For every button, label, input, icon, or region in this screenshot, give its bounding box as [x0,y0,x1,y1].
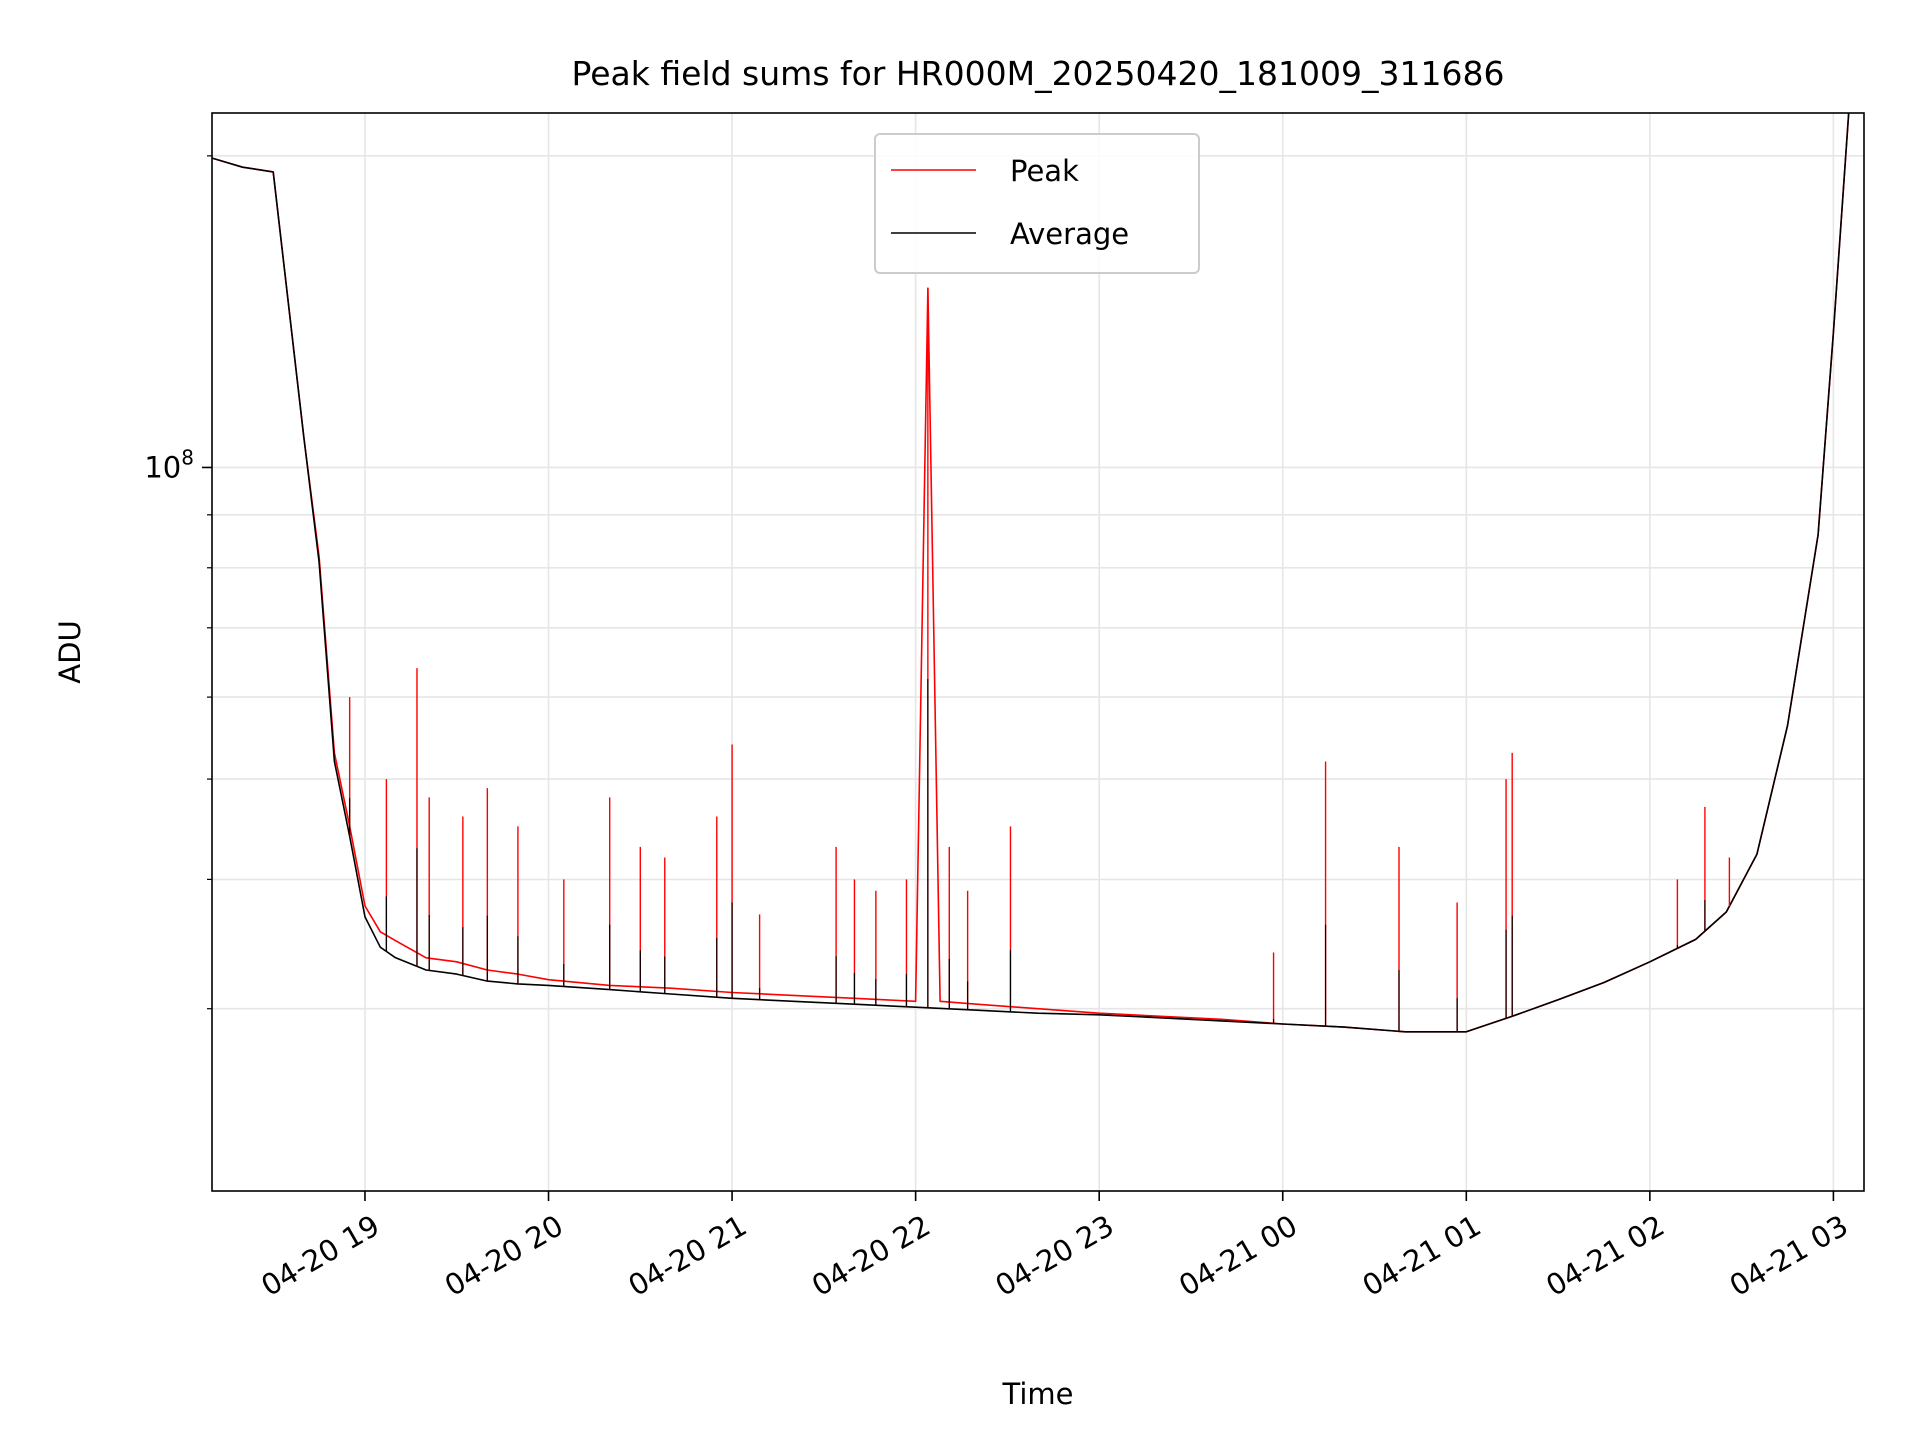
x-axis-ticks: 04-20 19 04-20 20 04-20 21 04-20 22 04-20 23… [255,1191,1854,1303]
y-axis-label: ADU [53,620,87,683]
x-tick-label: 04-20 21 [622,1208,752,1303]
y-tick-label-base: 10 [144,450,181,484]
legend-box [874,133,1200,274]
y-tick-label: 108 [144,445,194,484]
x-tick-label: 04-21 02 [1540,1208,1670,1303]
x-tick-label: 04-21 01 [1357,1208,1487,1303]
x-tick-label: 04-20 23 [990,1208,1120,1303]
x-axis-label: Time [1002,1377,1074,1411]
grid-layer [212,113,1864,1191]
plot-frame [211,112,1865,1192]
x-tick-label: 04-20 19 [255,1208,385,1303]
series-average-line [212,113,1850,1033]
plot-layer [212,113,1850,1033]
legend-peak-label: Peak [1010,154,1079,188]
chart-title: Peak field sums for HR000M_20250420_1810… [572,54,1505,93]
x-tick-label: 04-21 00 [1173,1208,1303,1303]
y-axis-ticks: 108 [144,155,212,1010]
x-tick-label: 04-20 22 [806,1208,936,1303]
legend-average-label: Average [1010,217,1129,251]
y-tick-label-exponent: 8 [181,445,194,469]
x-tick-label: 04-20 20 [439,1208,569,1303]
legend: Peak Average [874,133,1200,274]
x-tick-label: 04-21 03 [1724,1208,1854,1303]
